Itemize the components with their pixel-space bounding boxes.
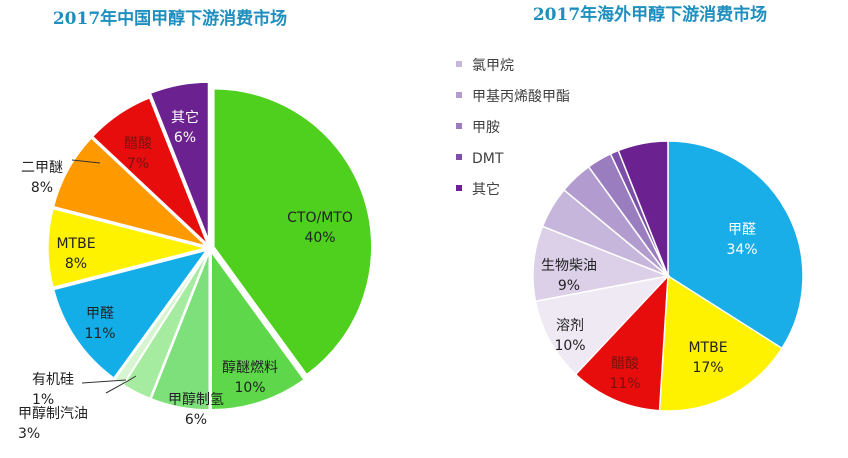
overseas-pie-chart: 2017年海外甲醇下游消费市场 甲醛 34% MTBE 17% 醋酸 11% 溶剂 10% 生物… <box>456 4 804 412</box>
pie-0-slice-4 <box>113 250 209 386</box>
china-chart-title: 2017年中国甲醇下游消费市场 <box>53 8 287 29</box>
overseas-pie-labels: 甲醛 34% MTBE 17% 醋酸 11% 溶剂 10% 生物柴油 9% <box>541 222 758 392</box>
pie-0-leader-3 <box>105 375 137 394</box>
pie-1-label-4: 生物柴油 9% <box>541 258 597 294</box>
legend-swatch-3 <box>456 154 462 160</box>
china-pie-chart: 2017年中国甲醇下游消费市场 CTO/MTO 40% 醇醚燃料 10%甲醇制氢 6% 甲… <box>18 8 373 442</box>
china-pie-labels: CTO/MTO 40% 醇醚燃料 10%甲醇制氢 6% 甲醇制汽油 3%有机硅 1% 甲醛 11%… <box>18 109 353 442</box>
legend-swatch-0 <box>456 61 462 67</box>
pie-0-label-0: CTO/MTO 40% <box>287 210 353 246</box>
pie-0-slice-2 <box>150 251 210 411</box>
pie-0-slice-7 <box>52 136 208 247</box>
pie-1-slice-2 <box>574 273 669 412</box>
pie-0-leader-7 <box>71 159 101 164</box>
pie-0-label-8: 醋酸 7% <box>124 136 152 172</box>
pie-0-label-2: 甲醇制氢 6% <box>168 391 224 428</box>
pie-0-label-4: 有机硅 1% <box>32 372 74 408</box>
pie-0-slice-9 <box>149 81 210 241</box>
china-pie-leader-lines <box>71 159 137 394</box>
china-pie-slices <box>47 81 373 411</box>
pie-0-label-3: 甲醇制汽油 3% <box>18 405 88 442</box>
pie-0-leader-4 <box>81 379 127 384</box>
overseas-pie-slices <box>532 140 804 412</box>
pie-1-label-1: MTBE 17% <box>688 340 727 376</box>
pie-1-slice-3 <box>534 274 671 376</box>
legend-label-4: 其它 <box>472 181 500 198</box>
pie-0-slice-1 <box>210 249 306 411</box>
pie-0-label-6: MTBE 8% <box>56 236 95 272</box>
pie-0-label-7: 二甲醚 8% <box>21 160 63 196</box>
pie-1-slice-0 <box>667 140 804 350</box>
pie-0-label-5: 甲醛 11% <box>84 306 115 342</box>
pie-0-slice-0 <box>213 88 373 376</box>
overseas-chart-title: 2017年海外甲醇下游消费市场 <box>533 4 767 25</box>
legend-label-2: 甲胺 <box>472 120 500 136</box>
legend-swatch-1 <box>456 92 462 98</box>
legend-label-3: DMT <box>472 151 504 167</box>
pie-0-slice-5 <box>52 249 209 380</box>
pie-1-slice-9 <box>617 140 669 277</box>
pie-1-slice-1 <box>658 274 784 412</box>
pie-0-label-1: 醇醚燃料 10% <box>222 359 278 396</box>
pie-0-slice-6 <box>47 207 207 289</box>
pie-0-slice-8 <box>91 96 209 246</box>
legend-swatch-2 <box>456 123 462 129</box>
pie-1-label-3: 溶剂 10% <box>554 318 585 354</box>
legend-label-1: 甲基丙烯酸甲酯 <box>472 88 570 105</box>
pie-1-label-0: 甲醛 34% <box>726 222 757 258</box>
legend-label-0: 氯甲烷 <box>472 58 514 74</box>
pie-0-label-9: 其它 6% <box>171 109 199 146</box>
legend-swatch-4 <box>456 185 462 191</box>
pie-1-label-2: 醋酸 11% <box>609 356 640 392</box>
